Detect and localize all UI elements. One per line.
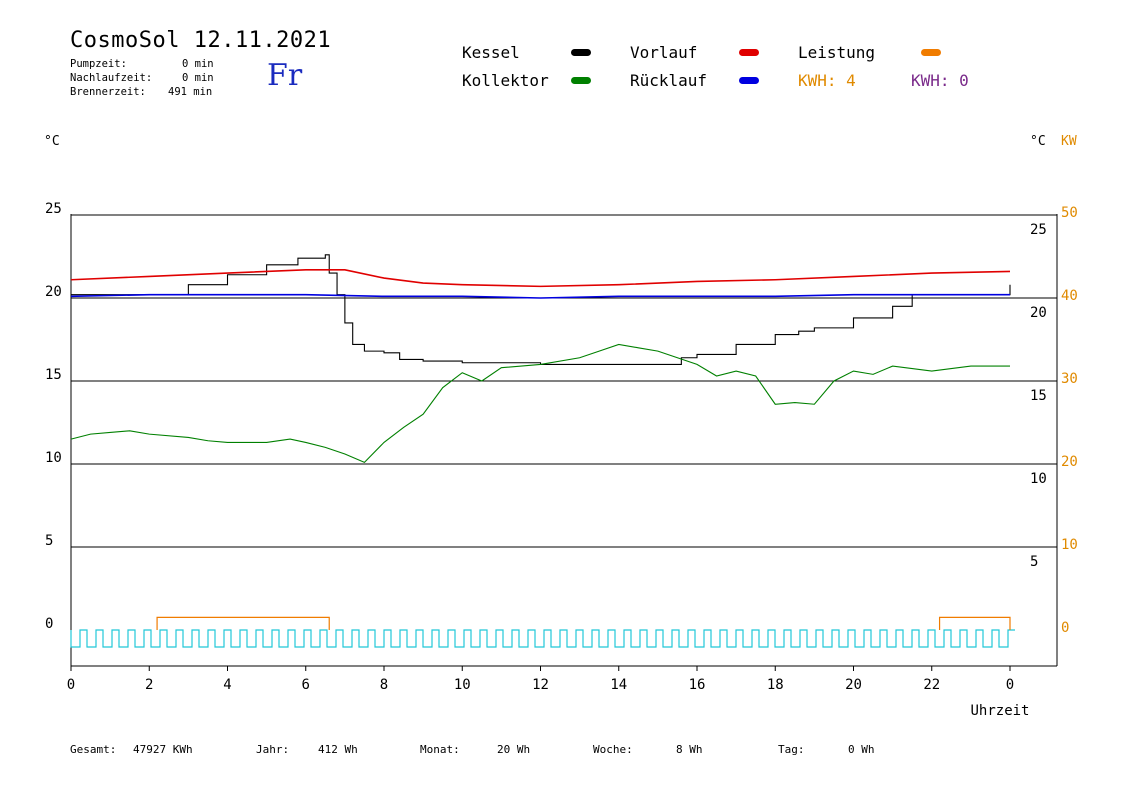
stat-nachlaufzeit-label: Nachlaufzeit: <box>70 72 153 84</box>
legend-swatch-kessel <box>571 49 591 56</box>
footer-gesamt-value: 47927 KWh <box>133 743 193 756</box>
x-tick-label: 16 <box>689 677 706 693</box>
y-tick-right-c: 5 <box>1030 554 1038 570</box>
x-tick-label: 4 <box>223 677 231 693</box>
y-tick-left: 25 <box>45 201 62 217</box>
footer-tag-value: 0 Wh <box>848 743 875 756</box>
x-tick-label: 0 <box>1006 677 1014 693</box>
pump-pulse-trace <box>70 629 1015 648</box>
y-tick-left: 0 <box>45 616 53 632</box>
footer-woche-value: 8 Wh <box>676 743 703 756</box>
footer-monat-value: 20 Wh <box>497 743 531 756</box>
weekday-label: Fr <box>267 58 303 93</box>
stat-nachlaufzeit-value: 0 min <box>182 72 214 84</box>
y-tick-right-kw: 30 <box>1061 371 1078 387</box>
x-tick-label: 22 <box>923 677 940 693</box>
stat-brennerzeit-label: Brennerzeit: <box>70 86 146 98</box>
footer-tag-label: Tag: <box>778 743 805 756</box>
legend-label-leistung: Leistung <box>798 43 876 62</box>
series-line-vorlauf <box>70 268 1011 288</box>
y-tick-right-c: 25 <box>1030 222 1047 238</box>
y-tick-right-kw: 40 <box>1061 288 1078 304</box>
y-tick-right-kw: 10 <box>1061 537 1078 553</box>
stat-pumpzeit-value: 0 min <box>182 58 214 70</box>
footer-jahr-value: 412 Wh <box>318 743 358 756</box>
series-line-rücklauf <box>70 293 1010 299</box>
tick-labels: 0 5 10 15 20 25 5 10 15 20 25 0 10 20 30 40 50 0 2 4 6 8 10 12 1… <box>45 201 1078 719</box>
x-tick-label: 14 <box>610 677 627 693</box>
x-tick-label: 12 <box>532 677 549 693</box>
footer-gesamt-label: Gesamt: <box>70 743 117 756</box>
pump-pulses <box>70 629 1015 648</box>
y-tick-left: 10 <box>45 450 62 466</box>
y-tick-right-kw: 50 <box>1061 205 1078 221</box>
legend-swatch-ruecklauf <box>739 77 759 84</box>
x-tick-label: 6 <box>302 677 310 693</box>
y-tick-left: 20 <box>45 284 62 300</box>
legend-label-vorlauf: Vorlauf <box>630 43 698 62</box>
x-tick-label: 0 <box>67 677 75 693</box>
y-tick-right-kw: 20 <box>1061 454 1078 470</box>
y-tick-left: 15 <box>45 367 62 383</box>
chart-title: CosmoSol 12.11.2021 <box>70 28 332 53</box>
y-tick-right-c: 10 <box>1030 471 1047 487</box>
x-tick-label: 20 <box>845 677 862 693</box>
legend-label-ruecklauf: Rücklauf <box>630 71 708 90</box>
y-tick-right-kw: 0 <box>1061 620 1069 636</box>
series-line-kessel <box>71 254 1011 365</box>
series-segment-leistung <box>938 616 1011 630</box>
legend-label-kollektor: Kollektor <box>462 71 549 90</box>
series-segment-leistung <box>156 616 330 630</box>
footer-woche-label: Woche: <box>593 743 633 756</box>
footer-jahr-label: Jahr: <box>256 743 290 756</box>
unit-left: °C <box>44 134 60 149</box>
y-tick-right-c: 15 <box>1030 388 1047 404</box>
y-tick-right-c: 20 <box>1030 305 1047 321</box>
kwh-total-2: KWH: 0 <box>911 71 969 90</box>
stat-brennerzeit-value: 491 min <box>168 86 213 98</box>
y-tick-left: 5 <box>45 533 53 549</box>
legend-swatch-vorlauf <box>739 49 759 56</box>
x-tick-label: 18 <box>767 677 784 693</box>
series-line-kollektor <box>70 343 1010 463</box>
legend-label-kessel: Kessel <box>462 43 520 62</box>
x-tick-label: 8 <box>380 677 388 693</box>
chart-grid <box>71 214 1057 548</box>
x-axis-label: Uhrzeit <box>970 703 1029 719</box>
unit-right-kw: KW <box>1061 134 1077 149</box>
legend-swatch-leistung <box>921 49 941 56</box>
kwh-total-1: KWH: 4 <box>798 71 856 90</box>
x-tick-label: 10 <box>454 677 471 693</box>
chart-axes <box>70 214 1058 671</box>
x-tick-label: 2 <box>145 677 153 693</box>
series-lines <box>70 254 1011 630</box>
legend-swatch-kollektor <box>571 77 591 84</box>
footer-monat-label: Monat: <box>420 743 460 756</box>
stat-pumpzeit-label: Pumpzeit: <box>70 58 127 70</box>
unit-right-c: °C <box>1030 134 1046 149</box>
